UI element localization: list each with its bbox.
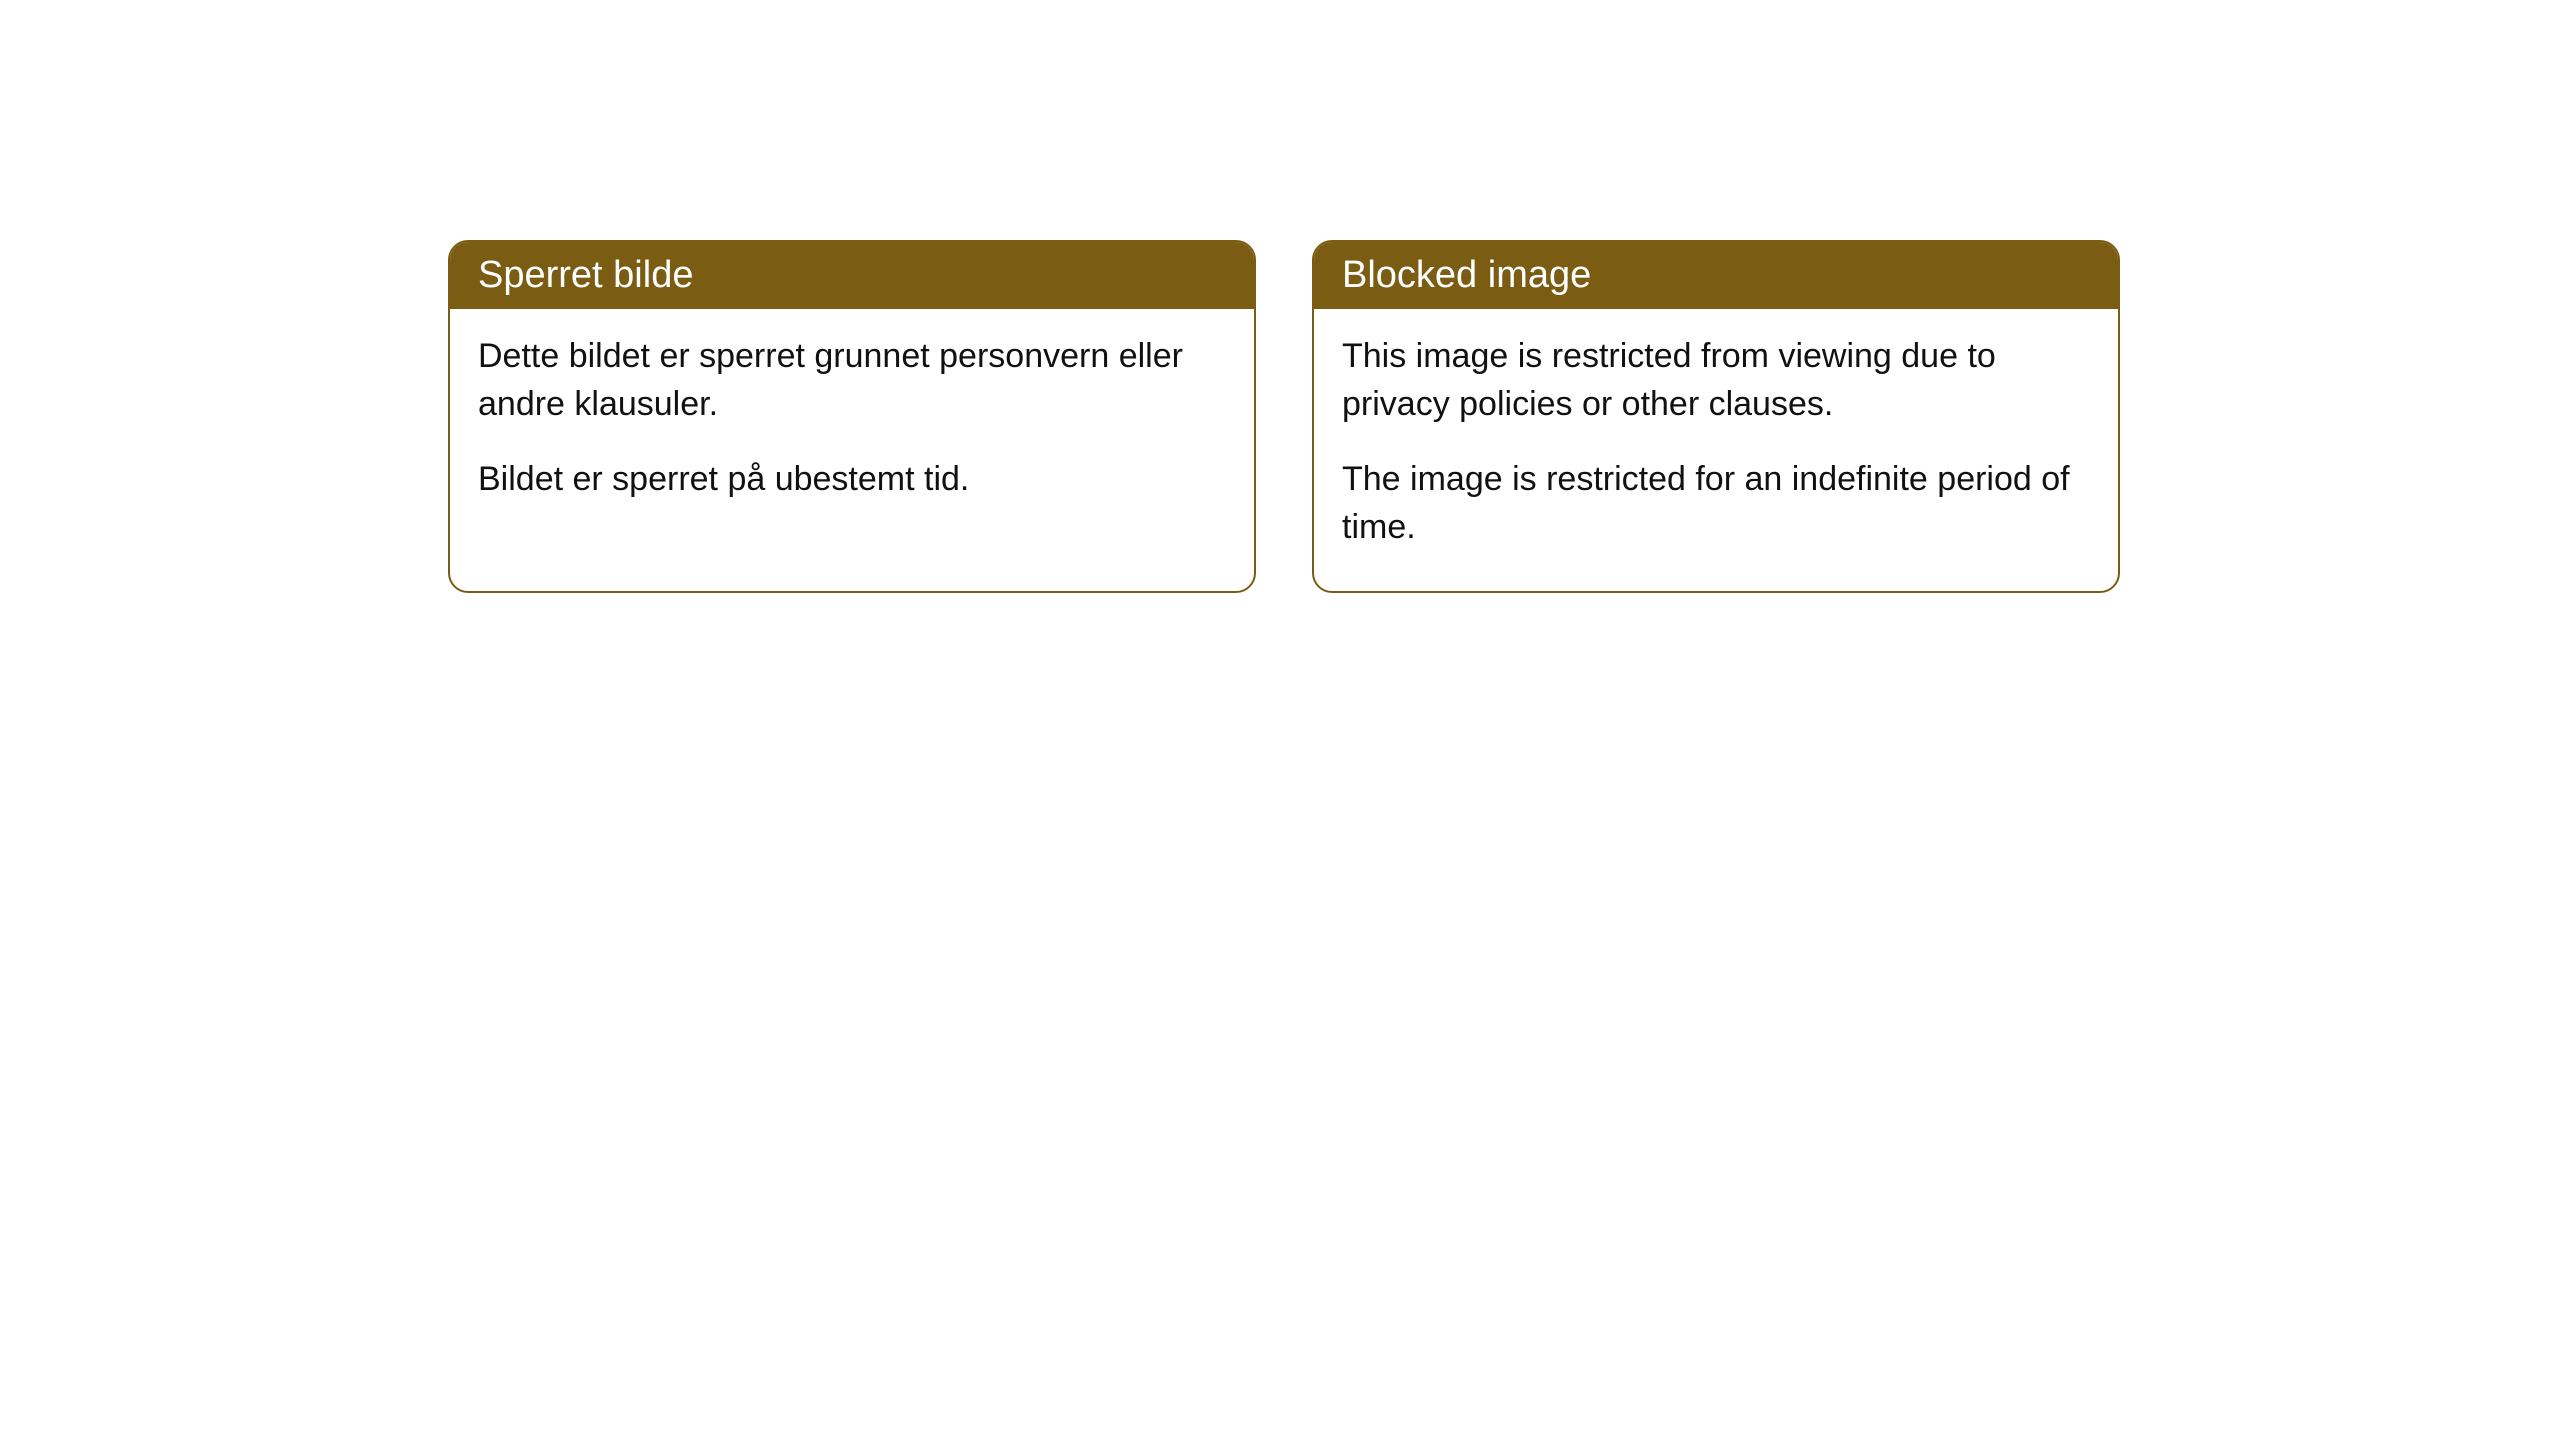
- card-title: Sperret bilde: [478, 254, 693, 296]
- card-header: Blocked image: [1314, 242, 2118, 309]
- card-header: Sperret bilde: [450, 242, 1254, 309]
- card-title: Blocked image: [1342, 254, 1591, 296]
- blocked-image-card-no: Sperret bilde Dette bildet er sperret gr…: [448, 240, 1256, 593]
- blocked-image-card-en: Blocked image This image is restricted f…: [1312, 240, 2120, 593]
- card-paragraph: The image is restricted for an indefinit…: [1342, 456, 2090, 551]
- notice-container: Sperret bilde Dette bildet er sperret gr…: [0, 0, 2560, 593]
- card-paragraph: Bildet er sperret på ubestemt tid.: [478, 456, 1226, 504]
- card-paragraph: Dette bildet er sperret grunnet personve…: [478, 333, 1226, 428]
- card-paragraph: This image is restricted from viewing du…: [1342, 333, 2090, 428]
- card-body: Dette bildet er sperret grunnet personve…: [450, 309, 1254, 544]
- card-body: This image is restricted from viewing du…: [1314, 309, 2118, 591]
